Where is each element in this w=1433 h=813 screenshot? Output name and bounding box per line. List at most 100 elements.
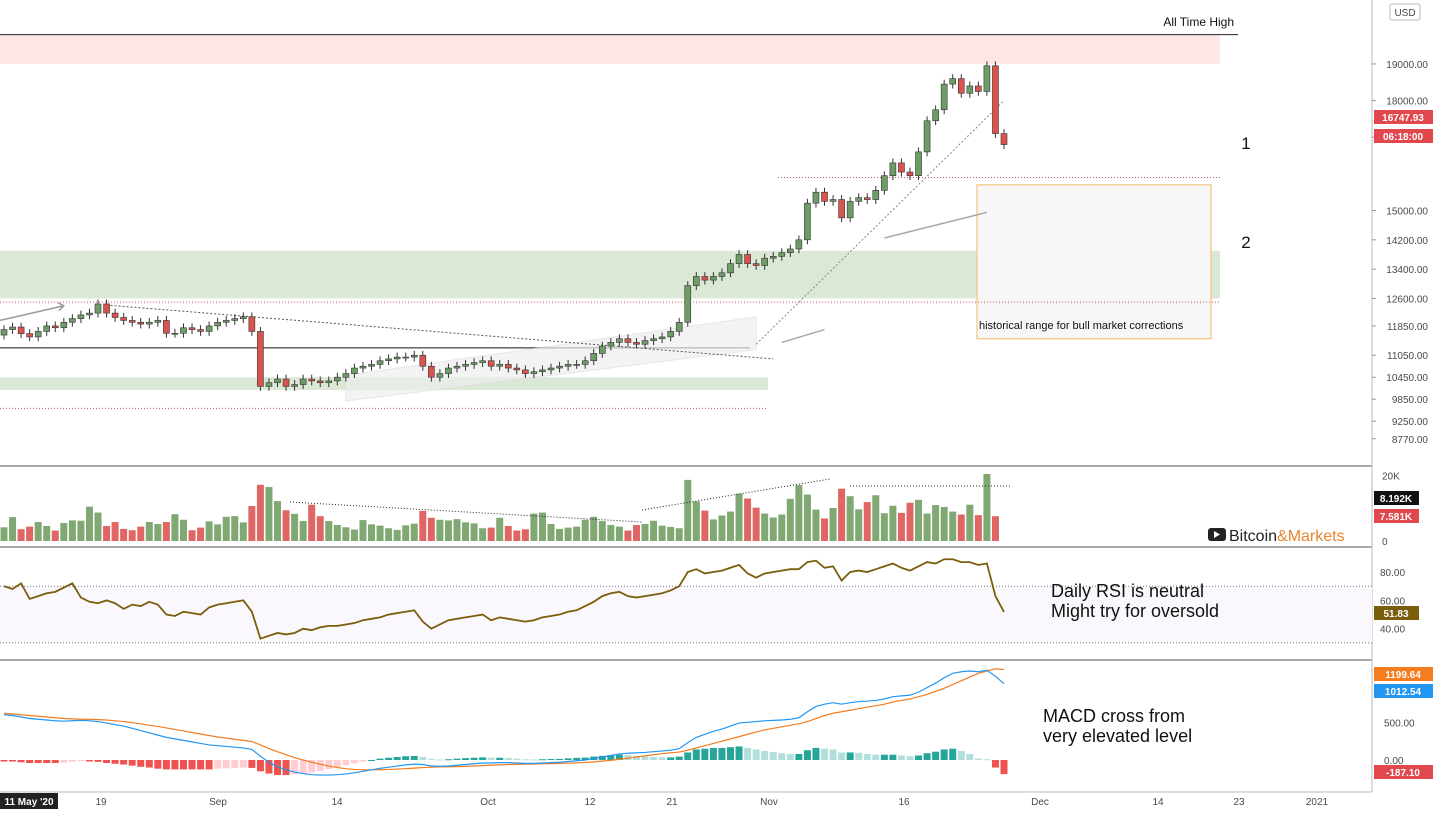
macd-hist-bar <box>385 757 393 760</box>
volume-bar <box>120 528 128 541</box>
candle-body <box>359 365 367 369</box>
volume-bar <box>333 524 341 541</box>
macd-hist-bar <box>761 750 769 760</box>
candle-body <box>445 367 452 374</box>
candle-body <box>342 373 350 378</box>
candle-body <box>975 85 982 92</box>
macd-hist-bar <box>239 760 247 768</box>
candle-body <box>590 353 598 362</box>
candle-body <box>51 325 59 329</box>
macd-hist-bar <box>863 753 871 760</box>
volume-bar <box>650 520 658 541</box>
volume-bar <box>308 504 316 541</box>
candle-body <box>650 338 657 341</box>
price-tick-label: 9850.00 <box>1392 395 1429 406</box>
macd-panel[interactable] <box>0 668 1008 776</box>
candle-body <box>855 197 863 202</box>
macd-hist-bar <box>778 753 786 760</box>
macd-hist-bar <box>402 756 410 760</box>
macd-hist-bar <box>453 758 461 760</box>
volume-bar <box>274 501 282 541</box>
macd-hist-bar <box>214 760 222 769</box>
uptrend-line <box>755 100 1005 345</box>
volume-bar <box>709 519 717 541</box>
volume-panel[interactable] <box>0 474 1013 541</box>
candle-body <box>137 321 145 325</box>
price-tick-label: 11850.00 <box>1387 322 1428 333</box>
rsi-panel[interactable] <box>0 558 1372 644</box>
macd-hist-bar <box>726 747 734 760</box>
candle-body <box>923 120 931 153</box>
macd-hist-bar <box>872 754 880 760</box>
volume-tag-a: 8.192K <box>1374 491 1419 505</box>
macd-hist-bar <box>350 760 358 764</box>
macd-tick-label: 500.00 <box>1384 718 1415 729</box>
volume-bar <box>256 484 264 541</box>
volume-bar <box>222 516 230 541</box>
volume-bar <box>197 527 205 541</box>
macd-hist-bar <box>162 760 170 770</box>
date-tick-label: 14 <box>331 797 343 808</box>
volume-bar <box>838 488 846 541</box>
macd-hist-bar <box>641 756 649 760</box>
macd-hist-bar <box>675 756 683 760</box>
macd-hist-bar <box>43 760 51 764</box>
macd-hist-bar <box>581 757 589 760</box>
candle-body <box>111 312 119 318</box>
volume-bar <box>855 509 863 541</box>
volume-bar <box>444 520 452 541</box>
macd-hist-bar <box>915 755 923 760</box>
svg-text:51.83: 51.83 <box>1383 609 1408 620</box>
macd-hist-bar <box>34 760 42 764</box>
candle-body <box>752 263 760 266</box>
macd-hist-bar <box>436 759 444 761</box>
volume-bar <box>504 525 512 541</box>
level-2-label: 2 <box>1241 233 1250 252</box>
volume-bar <box>214 524 222 541</box>
volume-bar <box>282 510 290 541</box>
price-tick-label: 18000.00 <box>1386 97 1428 108</box>
candle-body <box>17 326 25 334</box>
candle-body <box>487 360 495 367</box>
macd-hist-bar <box>342 760 350 766</box>
date-tick-label: Nov <box>760 797 778 808</box>
currency-button[interactable] <box>1389 3 1421 21</box>
macd-hist-bar <box>94 760 102 762</box>
candle-body <box>231 318 239 321</box>
volume-bar <box>957 514 965 541</box>
candle-body <box>171 332 179 335</box>
price-panel[interactable] <box>0 34 1238 409</box>
macd-hist-bar <box>667 757 675 760</box>
volume-bar <box>239 522 247 541</box>
macd-hist-bar <box>974 758 982 760</box>
candle-body <box>240 316 247 319</box>
candle-body <box>453 365 461 369</box>
candle-body <box>769 256 777 259</box>
candle-body <box>598 345 606 354</box>
price-tick-label: 15000.00 <box>1386 207 1428 218</box>
macd-hist-bar <box>316 760 324 771</box>
macd-hist-bar <box>513 758 521 760</box>
macd-hist-bar <box>470 757 478 760</box>
macd-hist-bar <box>897 755 905 760</box>
candle-body <box>940 83 948 111</box>
volume-bar <box>983 474 991 541</box>
macd-hist-bar <box>880 754 888 760</box>
volume-bar <box>521 529 529 541</box>
candle-body <box>274 378 281 384</box>
volume-bar <box>111 522 119 541</box>
svg-text:Bitcoin&Markets: Bitcoin&Markets <box>1229 528 1345 545</box>
volume-bar <box>940 507 948 541</box>
volume-bar <box>667 526 675 541</box>
macd-hist-bar <box>111 760 119 764</box>
volume-bar <box>385 528 393 541</box>
volume-trend-1 <box>289 501 643 523</box>
macd-hist-bar <box>154 760 162 769</box>
candle-body <box>419 354 427 367</box>
macd-hist-bar <box>68 760 76 762</box>
macd-hist-bar <box>9 760 17 762</box>
volume-bar <box>752 507 760 541</box>
volume-bar <box>205 521 213 541</box>
candle-body <box>564 364 572 367</box>
macd-hist-bar <box>718 747 726 760</box>
